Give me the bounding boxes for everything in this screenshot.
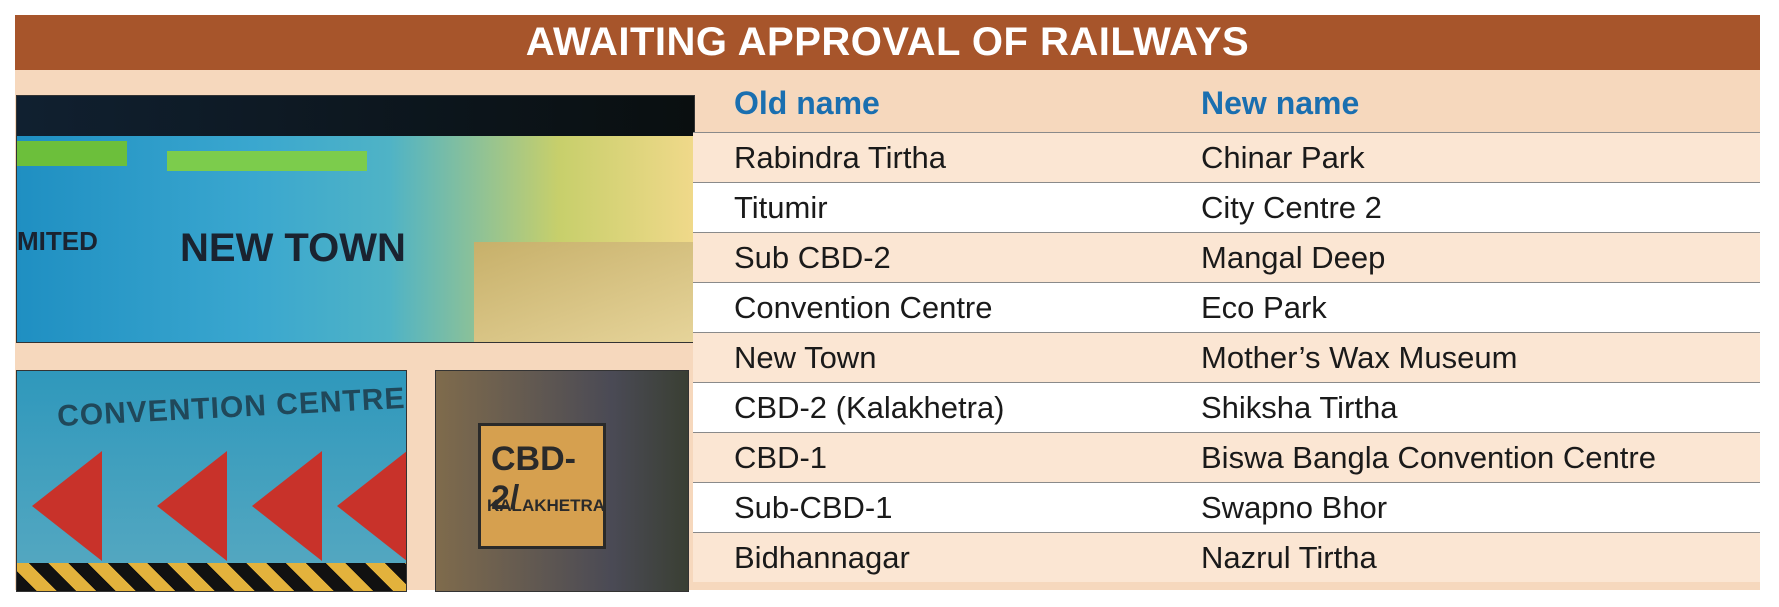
chevron-left-icon — [157, 451, 227, 561]
table-row: New Town Mother’s Wax Museum — [693, 332, 1760, 382]
plate-line-2: KALAKHETRA — [487, 496, 606, 515]
green-stripe — [167, 151, 367, 171]
table-header: Old name New name — [693, 75, 1760, 132]
new-name-cell: City Centre 2 — [1201, 189, 1382, 225]
new-name-cell: Swapno Bhor — [1201, 489, 1388, 525]
new-name-cell: Nazrul Tirtha — [1201, 539, 1377, 575]
old-name-cell: Rabindra Tirtha — [734, 139, 946, 175]
table-row: Sub-CBD-1 Swapno Bhor — [693, 482, 1760, 532]
table-row: Convention Centre Eco Park — [693, 282, 1760, 332]
old-name-cell: Sub-CBD-1 — [734, 489, 893, 525]
table-row: Titumir City Centre 2 — [693, 182, 1760, 232]
column-header-old: Old name — [734, 85, 880, 121]
table-row: Rabindra Tirtha Chinar Park — [693, 132, 1760, 182]
old-name-cell: New Town — [734, 339, 877, 375]
table-row: Sub CBD-2 Mangal Deep — [693, 232, 1760, 282]
new-town-barricade-photo: MITED NEW TOWN — [16, 95, 695, 343]
old-name-cell: CBD-1 — [734, 439, 828, 475]
new-name-cell: Chinar Park — [1201, 139, 1365, 175]
green-stripe — [17, 141, 127, 166]
new-name-cell: Mother’s Wax Museum — [1201, 339, 1518, 375]
hazard-stripes — [17, 563, 406, 591]
convention-centre-sign-photo: CONVENTION CENTRE — [16, 370, 407, 592]
station-names-table: Old name New name Rabindra Tirtha Chinar… — [693, 75, 1760, 582]
new-name-cell: Eco Park — [1201, 289, 1327, 325]
old-name-cell: Titumir — [734, 189, 828, 225]
cbd2-plate-photo: CBD-2/ KALAKHETRA — [435, 370, 689, 592]
chevron-left-icon — [252, 451, 322, 561]
table-row: CBD-1 Biswa Bangla Convention Centre — [693, 432, 1760, 482]
new-name-cell: Shiksha Tirtha — [1201, 389, 1398, 425]
column-header-new: New name — [1201, 85, 1360, 121]
sign-text: CONVENTION CENTRE — [56, 381, 407, 434]
barricade-sign-text: NEW TOWN — [180, 226, 406, 270]
station-plate: CBD-2/ KALAKHETRA — [478, 423, 606, 549]
table-row: Bidhannagar Nazrul Tirtha — [693, 532, 1760, 582]
table-row: CBD-2 (Kalakhetra) Shiksha Tirtha — [693, 382, 1760, 432]
old-name-cell: Sub CBD-2 — [734, 239, 891, 275]
plate-line-1: CBD-2/ — [491, 440, 576, 517]
night-sky — [17, 96, 694, 136]
chevron-left-icon — [32, 451, 102, 561]
old-name-cell: Bidhannagar — [734, 539, 910, 575]
new-name-cell: Biswa Bangla Convention Centre — [1201, 439, 1656, 475]
road-surface — [474, 242, 694, 342]
old-name-cell: CBD-2 (Kalakhetra) — [734, 389, 1005, 425]
new-name-cell: Mangal Deep — [1201, 239, 1386, 275]
chevron-left-icon — [337, 451, 406, 561]
page-title: AWAITING APPROVAL OF RAILWAYS — [15, 15, 1760, 70]
barricade-text: MITED — [17, 226, 98, 256]
old-name-cell: Convention Centre — [734, 289, 993, 325]
